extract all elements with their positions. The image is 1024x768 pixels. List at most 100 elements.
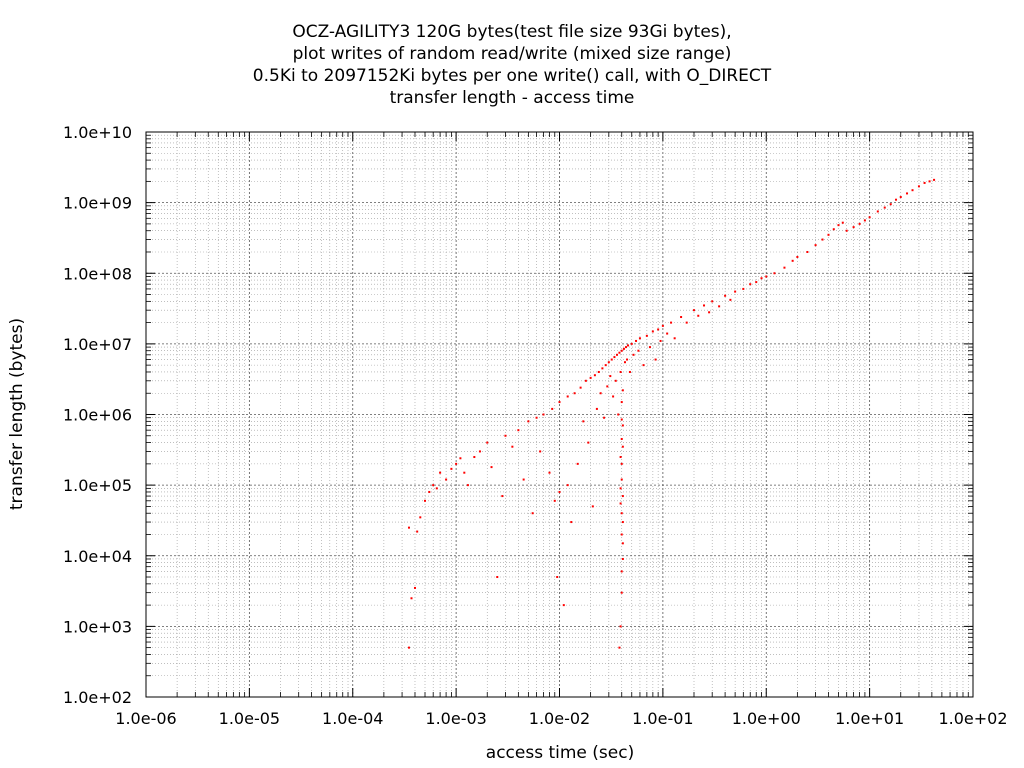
x-tick-label: 1.0e-03 xyxy=(425,709,486,728)
data-point xyxy=(621,557,624,560)
data-point xyxy=(642,364,645,367)
data-point xyxy=(604,364,607,367)
data-point xyxy=(734,290,737,293)
data-point xyxy=(837,224,840,227)
data-point xyxy=(450,467,453,470)
data-point xyxy=(556,576,559,579)
data-point xyxy=(527,420,530,423)
data-point xyxy=(868,216,871,219)
chart-title-line-2: plot writes of random read/write (mixed … xyxy=(292,44,732,64)
data-point xyxy=(783,266,786,269)
data-point xyxy=(407,526,410,529)
data-point xyxy=(593,374,596,377)
data-point xyxy=(685,321,688,324)
data-point xyxy=(749,283,752,286)
data-point xyxy=(742,287,745,290)
ticks: 1.0e-06 1.0e-05 1.0e-04 1.0e-03 1.0e-02 1.0e-… xyxy=(63,123,1008,728)
data-point xyxy=(876,210,879,213)
data-point xyxy=(570,521,573,524)
data-point xyxy=(614,379,617,382)
data-point xyxy=(620,570,623,573)
y-tick-label: 1.0e+10 xyxy=(63,123,132,142)
data-point xyxy=(729,298,732,301)
data-point xyxy=(410,597,413,600)
data-point xyxy=(501,495,504,498)
data-point xyxy=(906,192,909,195)
data-point xyxy=(680,316,683,319)
x-axis-label: access time (sec) xyxy=(486,743,634,763)
data-point xyxy=(708,311,711,314)
data-point xyxy=(603,416,606,419)
data-point xyxy=(806,250,809,253)
y-tick-label: 1.0e+02 xyxy=(63,688,132,707)
data-point xyxy=(765,275,768,278)
data-point xyxy=(773,272,776,275)
y-tick-label: 1.0e+06 xyxy=(63,406,132,425)
data-point xyxy=(548,471,551,474)
data-point xyxy=(562,604,565,607)
data-point xyxy=(428,490,431,493)
data-point xyxy=(619,456,622,459)
data-point xyxy=(558,401,561,404)
data-point xyxy=(814,244,817,247)
data-point xyxy=(628,370,631,373)
data-point xyxy=(595,407,598,410)
data-point xyxy=(620,437,623,440)
data-point xyxy=(591,505,594,508)
grid xyxy=(146,132,973,697)
data-point xyxy=(620,418,623,421)
data-point xyxy=(610,358,613,361)
data-point xyxy=(579,386,582,389)
data-point xyxy=(445,478,448,481)
data-point xyxy=(619,625,622,628)
data-point xyxy=(670,321,673,324)
data-point xyxy=(616,353,619,356)
x-tick-label: 1.0e-01 xyxy=(632,709,693,728)
x-tick-label: 1.0e+02 xyxy=(938,709,1007,728)
data-point xyxy=(620,462,623,465)
x-tick-label: 1.0e-02 xyxy=(529,709,590,728)
data-point xyxy=(613,356,616,359)
data-point xyxy=(621,495,624,498)
data-point xyxy=(621,424,624,427)
data-point xyxy=(599,392,602,395)
chart-title-line-3: 0.5Ki to 2097152Ki bytes per one write()… xyxy=(252,66,772,86)
data-point xyxy=(620,533,623,536)
data-point xyxy=(566,395,569,398)
y-tick-label: 1.0e+03 xyxy=(63,617,132,636)
data-point xyxy=(407,646,410,649)
data-point xyxy=(542,413,545,416)
data-point xyxy=(620,401,623,404)
data-point xyxy=(576,462,579,465)
y-axis-label: transfer length (bytes) xyxy=(7,318,27,510)
data-point xyxy=(620,591,623,594)
data-point xyxy=(755,281,758,284)
data-point xyxy=(659,339,662,342)
data-point xyxy=(827,233,830,236)
data-point xyxy=(620,512,623,515)
y-tick-label: 1.0e+09 xyxy=(63,194,132,213)
data-point xyxy=(551,407,554,410)
data-point xyxy=(619,487,622,490)
data-point xyxy=(619,370,622,373)
data-point xyxy=(621,521,624,524)
data-point xyxy=(435,487,438,490)
data-point xyxy=(463,471,466,474)
data-point xyxy=(703,304,706,307)
data-point xyxy=(638,337,641,340)
data-point xyxy=(623,361,626,364)
data-point xyxy=(504,434,507,437)
data-point xyxy=(718,305,721,308)
data-point xyxy=(473,456,476,459)
data-point xyxy=(858,222,861,225)
data-point xyxy=(661,324,664,327)
data-point xyxy=(522,478,525,481)
data-point xyxy=(651,330,654,333)
data-point xyxy=(917,185,920,188)
data-point xyxy=(584,379,587,382)
data-point xyxy=(531,512,534,515)
data-point xyxy=(424,499,427,502)
data-point xyxy=(621,445,624,448)
data-point xyxy=(618,351,621,354)
data-point xyxy=(626,358,629,361)
